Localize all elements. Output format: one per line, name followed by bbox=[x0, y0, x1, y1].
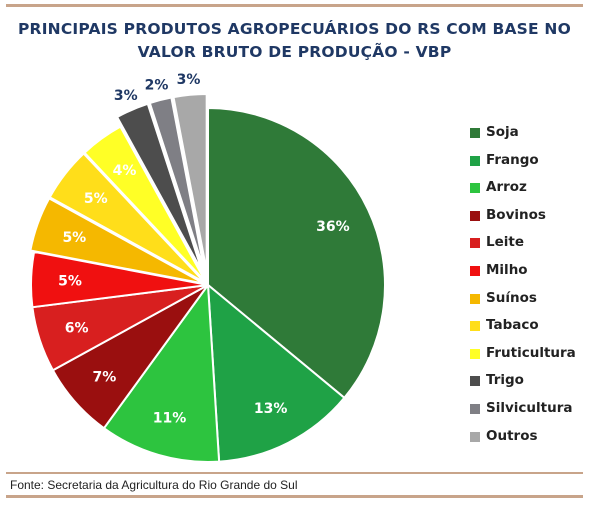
legend-swatch bbox=[470, 183, 480, 194]
legend-label: Soja bbox=[486, 124, 519, 140]
chart-subtitle: VALOR BRUTO DE PRODUÇÃO - VBP bbox=[137, 43, 452, 61]
legend-label: Leite bbox=[486, 234, 524, 251]
legend-swatch bbox=[470, 403, 480, 414]
legend-label: Frango bbox=[486, 151, 539, 168]
legend-swatch bbox=[470, 155, 480, 166]
pie-chart: 36% 13% 11% 7% 6% 5% 5% 5% 4% 3% 2% 3% bbox=[29, 72, 386, 463]
pie-slice-silvicultura bbox=[148, 96, 206, 272]
data-label-tabaco: 5% bbox=[84, 191, 108, 207]
legend-swatch bbox=[470, 348, 480, 359]
data-label-milho: 5% bbox=[58, 274, 82, 290]
data-label-fruticultura: 4% bbox=[113, 163, 137, 179]
data-label-trigo: 3% bbox=[114, 88, 138, 104]
legend-swatch bbox=[470, 376, 480, 387]
legend-label: Silvicultura bbox=[486, 399, 573, 416]
top-divider bbox=[6, 4, 583, 7]
pie-slice-trigo bbox=[115, 102, 204, 273]
legend-label: Tabaco bbox=[486, 317, 539, 334]
data-label-outros: 3% bbox=[177, 72, 201, 88]
data-label-arroz: 11% bbox=[153, 411, 187, 427]
pie-slice-suinos bbox=[29, 197, 205, 285]
pie-slice-soja bbox=[207, 106, 386, 400]
data-label-silvicultura: 2% bbox=[145, 78, 169, 94]
legend-swatch bbox=[470, 431, 480, 442]
legend-swatch bbox=[470, 238, 480, 249]
pie-slice-outros bbox=[172, 93, 208, 272]
data-label-leite: 6% bbox=[65, 321, 89, 337]
data-label-suinos: 5% bbox=[62, 230, 86, 246]
legend-label: Trigo bbox=[486, 372, 524, 389]
legend-swatch bbox=[470, 210, 480, 221]
legend-swatch bbox=[470, 321, 480, 332]
legend-label: Arroz bbox=[486, 179, 527, 196]
pie-slice-fruticultura bbox=[83, 125, 207, 283]
pie-slice-arroz bbox=[102, 282, 221, 463]
chart-title: PRINCIPAIS PRODUTOS AGROPECUÁRIOS DO RS … bbox=[18, 20, 571, 38]
legend-swatch bbox=[470, 265, 480, 276]
legend-label: Outros bbox=[486, 427, 538, 444]
legend-label: Bovinos bbox=[486, 206, 546, 223]
legend-swatch bbox=[470, 293, 480, 304]
bottom-divider bbox=[6, 495, 583, 498]
data-label-soja: 36% bbox=[316, 219, 350, 235]
legend-label: Milho bbox=[486, 261, 528, 278]
data-label-bovinos: 7% bbox=[93, 369, 117, 385]
legend-swatch bbox=[470, 128, 480, 138]
pie-slice-frango bbox=[206, 282, 346, 463]
source-divider bbox=[6, 472, 583, 474]
source-note: Fonte: Secretaria da Agricultura do Rio … bbox=[10, 478, 298, 492]
legend-label: Suínos bbox=[486, 289, 537, 306]
data-label-frango: 13% bbox=[254, 401, 288, 417]
pie-slice-tabaco bbox=[48, 152, 206, 284]
legend-label: Fruticultura bbox=[486, 344, 576, 361]
